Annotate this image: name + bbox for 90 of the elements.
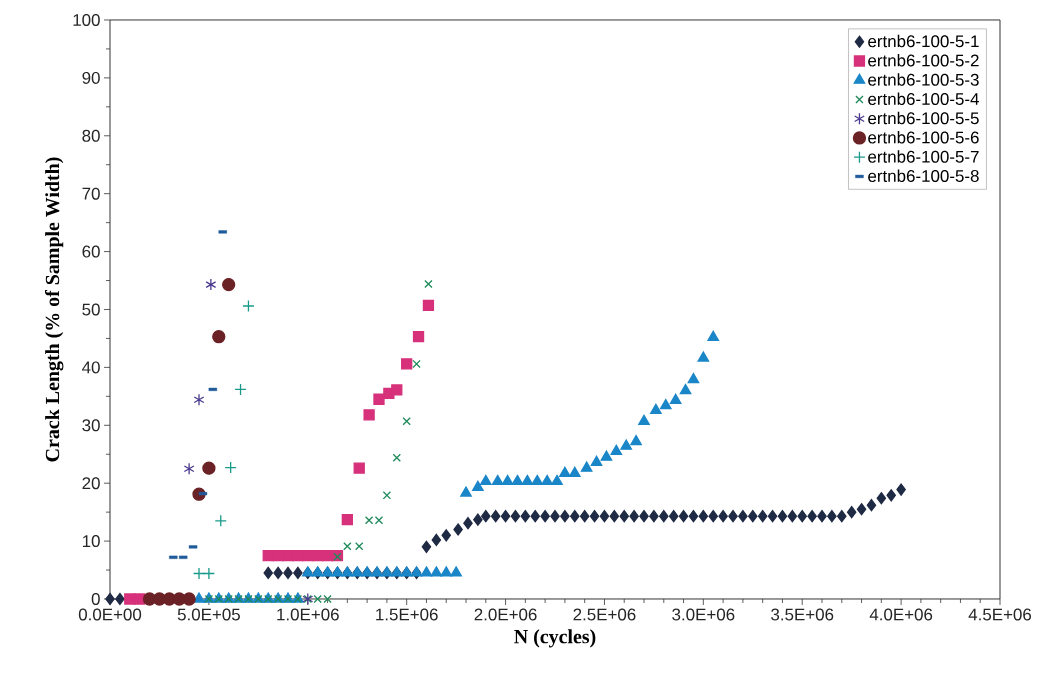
point [551,474,563,486]
point [650,403,662,414]
y-tick-label: 80 [82,129,100,142]
x-tick-label: 4.0E+06 [869,608,933,621]
legend-label: ertnb6-100-5-7 [868,150,979,163]
point [341,514,353,526]
point [402,417,411,426]
y-tick-label: 30 [82,419,100,432]
x-tick-label: 2.0E+06 [474,608,537,621]
point [401,358,413,370]
x-tick-label: 2.5E+06 [573,608,636,621]
legend-label: ertnb6-100-5-1 [868,34,979,48]
x-tick-label: 3.0E+06 [672,608,735,621]
point [610,444,623,455]
point [521,474,534,486]
point [222,277,236,292]
point [182,592,196,606]
point [412,331,425,343]
point [205,278,217,291]
point [559,466,571,477]
point [422,299,435,312]
point [697,351,710,362]
legend-label: ertnb6-100-5-5 [868,111,979,125]
y-tick-label: 90 [82,71,100,84]
y-tick-label: 60 [82,245,100,258]
x-tick-label: 3.5E+06 [771,608,834,621]
x-tick-label: 1.0E+06 [277,608,339,621]
y-tick-label: 50 [82,303,100,316]
point [687,372,700,384]
point [472,480,484,491]
point [183,462,195,475]
x-axis-title: N (cycles) [514,629,596,648]
y-tick-label: 20 [82,477,100,490]
x-tick-label: 5.0E+05 [177,608,240,621]
point [353,462,365,474]
point [214,514,227,527]
x-tick-label: 4.5E+06 [968,608,1032,621]
point [355,542,364,551]
point [707,330,720,341]
point [669,393,682,405]
point [363,409,375,421]
point [193,592,205,603]
point [460,486,472,497]
point [659,398,672,410]
point [412,359,421,369]
legend-label: ertnb6-100-5-8 [868,169,979,183]
point [420,566,433,577]
point [124,593,136,605]
point [212,330,226,344]
point [580,461,593,472]
x-tick-label: 0.0E+00 [78,608,142,621]
point [630,434,642,446]
point [590,455,603,466]
legend-label: ertnb6-100-5-6 [868,131,979,144]
legend-label: ertnb6-100-5-4 [868,92,979,106]
point [600,450,613,461]
point [501,474,514,486]
point [430,566,443,577]
point [234,383,247,396]
point [224,461,237,474]
y-tick-label: 40 [82,361,100,374]
y-axis-title: Crack Length (% of Sample Width) [44,157,64,462]
y-tick-label: 0 [91,592,100,605]
legend-label: ertnb6-100-5-3 [868,73,979,86]
x-tick-label: 1.5E+06 [376,608,438,621]
legend-label: ertnb6-100-5-2 [868,54,979,67]
point [541,474,553,486]
point [392,453,401,462]
point [679,383,692,395]
y-tick-label: 10 [82,535,100,548]
point [242,299,255,313]
point [638,414,650,425]
point [450,566,462,577]
point [343,542,352,551]
y-tick-label: 100 [73,13,100,26]
point [479,474,492,486]
point [391,384,403,396]
point [491,474,504,486]
point [202,567,216,580]
point [193,393,205,406]
point [440,566,453,577]
point [511,474,524,486]
point [568,466,581,477]
point [373,393,385,405]
point [620,439,633,450]
point [192,567,206,580]
point [202,461,216,475]
y-tick-label: 70 [82,187,100,200]
point [424,279,433,289]
point [382,491,392,500]
